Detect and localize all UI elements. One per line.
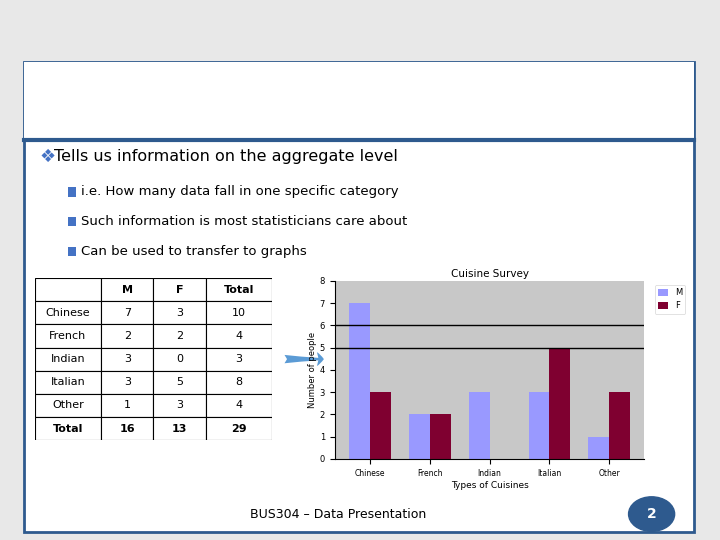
Text: Can be used to transfer to graphs: Can be used to transfer to graphs <box>81 245 307 258</box>
Bar <box>206 394 272 417</box>
Bar <box>35 325 101 348</box>
Text: 7: 7 <box>124 308 131 318</box>
Bar <box>153 417 206 440</box>
Text: F: F <box>176 285 184 295</box>
Text: 3: 3 <box>124 354 131 364</box>
Title: Cuisine Survey: Cuisine Survey <box>451 268 528 279</box>
Bar <box>469 392 490 459</box>
Text: Such information is most statisticians care about: Such information is most statisticians c… <box>81 215 407 228</box>
Text: 4: 4 <box>235 331 243 341</box>
Bar <box>35 394 101 417</box>
Bar <box>409 415 430 459</box>
Text: 2: 2 <box>647 507 657 521</box>
Bar <box>153 348 206 370</box>
Text: 8: 8 <box>235 377 243 387</box>
Text: 5: 5 <box>176 377 183 387</box>
Bar <box>153 278 206 301</box>
Bar <box>528 392 549 459</box>
Text: French: French <box>49 331 86 341</box>
Bar <box>35 301 101 325</box>
Text: ❖: ❖ <box>40 147 55 166</box>
Text: i.e. How many data fall in one specific category: i.e. How many data fall in one specific … <box>81 185 398 198</box>
Bar <box>68 247 76 256</box>
Bar <box>35 370 101 394</box>
Bar <box>549 348 570 459</box>
Text: 1: 1 <box>124 400 131 410</box>
Text: Tells us information on the aggregate level: Tells us information on the aggregate le… <box>54 149 398 164</box>
Text: 13: 13 <box>172 423 187 434</box>
Text: Other: Other <box>52 400 84 410</box>
X-axis label: Types of Cuisines: Types of Cuisines <box>451 481 528 489</box>
Bar <box>206 301 272 325</box>
Bar <box>349 303 370 459</box>
Bar <box>153 325 206 348</box>
Bar <box>206 417 272 440</box>
Bar <box>101 301 153 325</box>
Text: 3: 3 <box>176 308 183 318</box>
Bar <box>206 348 272 370</box>
FancyBboxPatch shape <box>24 62 694 532</box>
Bar <box>68 187 76 197</box>
Bar <box>370 392 391 459</box>
Text: Total: Total <box>224 285 254 295</box>
Bar <box>206 325 272 348</box>
Text: Total: Total <box>53 423 83 434</box>
Bar <box>101 278 153 301</box>
Text: 10: 10 <box>232 308 246 318</box>
Text: 0: 0 <box>176 354 183 364</box>
Bar <box>101 348 153 370</box>
Bar <box>206 278 272 301</box>
Text: 4: 4 <box>235 400 243 410</box>
Text: Indian: Indian <box>50 354 85 364</box>
Bar <box>153 370 206 394</box>
Text: 2: 2 <box>176 331 183 341</box>
Bar <box>588 437 609 459</box>
Bar <box>101 394 153 417</box>
Circle shape <box>629 497 675 531</box>
Text: BUS304 – Data Presentation: BUS304 – Data Presentation <box>251 508 426 521</box>
Bar <box>101 417 153 440</box>
Text: 2: 2 <box>124 331 131 341</box>
Bar <box>430 415 451 459</box>
Bar <box>101 370 153 394</box>
Bar <box>101 325 153 348</box>
Bar <box>206 370 272 394</box>
Bar <box>153 394 206 417</box>
Text: 29: 29 <box>231 423 247 434</box>
Bar <box>68 217 76 226</box>
Bar <box>35 278 101 301</box>
Text: M: M <box>122 285 132 295</box>
FancyBboxPatch shape <box>24 62 694 140</box>
Text: Italian: Italian <box>50 377 85 387</box>
Text: 3: 3 <box>124 377 131 387</box>
Bar <box>153 301 206 325</box>
Bar <box>35 417 101 440</box>
Text: 3: 3 <box>235 354 243 364</box>
Text: 16: 16 <box>120 423 135 434</box>
Bar <box>35 348 101 370</box>
Text: Chinese: Chinese <box>45 308 90 318</box>
Y-axis label: Number of people: Number of people <box>308 332 317 408</box>
Text: 3: 3 <box>176 400 183 410</box>
Bar <box>609 392 630 459</box>
Legend: M, F: M, F <box>654 285 685 314</box>
